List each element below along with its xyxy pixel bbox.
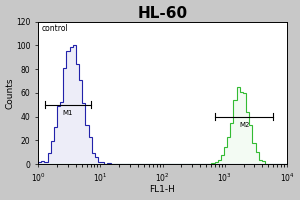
Y-axis label: Counts: Counts: [6, 77, 15, 109]
Polygon shape: [38, 45, 287, 164]
Text: control: control: [42, 24, 69, 33]
Text: M2: M2: [239, 122, 249, 128]
Polygon shape: [38, 87, 287, 164]
X-axis label: FL1-H: FL1-H: [150, 185, 175, 194]
Title: HL-60: HL-60: [137, 6, 188, 21]
Text: M1: M1: [63, 110, 73, 116]
